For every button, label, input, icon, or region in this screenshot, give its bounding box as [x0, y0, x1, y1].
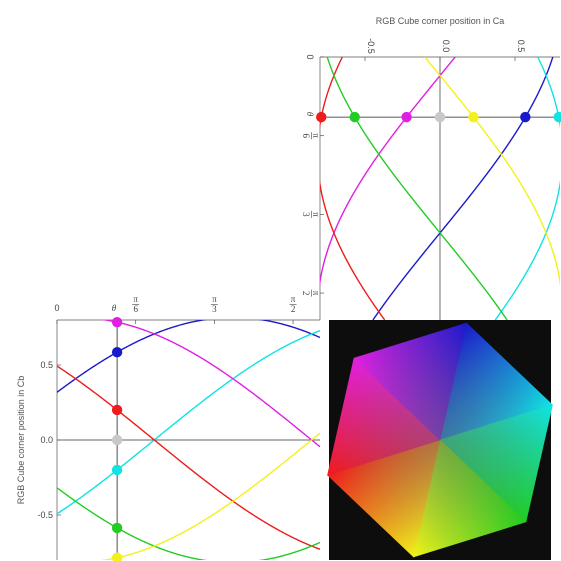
- ca-point-blue: [520, 111, 531, 123]
- ca-y-tick-label-group: π3: [301, 210, 321, 218]
- cb-series-blue: [57, 320, 320, 393]
- cb-plot: 0 π 6 π 3 π 2 θ 0.5 0.0 -0.5: [37, 294, 320, 561]
- cb-point-cyan: [111, 464, 123, 476]
- ca-theta-label: θ: [305, 112, 315, 117]
- ca-series-magenta: [320, 57, 456, 287]
- ca-y-tick-label-group: 0: [305, 54, 315, 59]
- cb-curves: [57, 320, 320, 560]
- ca-x-tick-label: 0.5: [516, 40, 526, 53]
- ca-series-green: [326, 57, 508, 320]
- cb-point-red: [111, 404, 123, 416]
- ca-y-tick-label-group: π2: [301, 289, 321, 297]
- ca-y-tick-label-group: π6: [301, 132, 321, 140]
- cb-y-tick-label: -0.5: [37, 510, 53, 520]
- ca-x-tick-label: 0.0: [441, 40, 451, 53]
- hexagon-center-shade: [327, 323, 553, 557]
- ca-point-magenta: [401, 111, 412, 123]
- cb-point-green: [111, 522, 123, 534]
- ca-series-yellow: [424, 57, 560, 287]
- ca-series-red: [320, 57, 386, 320]
- cb-series-red: [57, 365, 320, 550]
- ca-series-cyan: [494, 57, 560, 320]
- cb-series-yellow: [101, 432, 320, 560]
- ca-y-tick-label: 0: [305, 54, 315, 59]
- cb-y-tick-label: 0.5: [40, 360, 53, 370]
- cb-x-tick-label: 0: [54, 303, 59, 313]
- ca-point-yellow: [468, 111, 479, 123]
- ca-y-tick-label: π2: [301, 291, 321, 296]
- ca-y-tick-label: π3: [301, 212, 321, 217]
- cb-point-yellow: [111, 552, 123, 561]
- cb-axis-title: RGB Cube corner position in Cb: [16, 376, 26, 505]
- cb-series-cyan: [57, 330, 320, 515]
- cb-theta-label: θ: [112, 303, 117, 313]
- ca-series-blue: [372, 57, 554, 320]
- ca-curves: [320, 57, 560, 320]
- ca-point-green: [349, 111, 360, 123]
- cb-point-magenta: [111, 316, 123, 328]
- ca-y-tick-label: π6: [301, 133, 321, 138]
- cb-series-magenta: [101, 320, 320, 448]
- rgb-hexagon-panel: [326, 320, 554, 560]
- ca-point-cyan: [553, 111, 561, 123]
- cb-point-blue: [111, 346, 123, 358]
- ca-point-red: [316, 111, 327, 123]
- ca-x-tick-label: -0.5: [366, 38, 376, 54]
- ca-axis-title: RGB Cube corner position in Ca: [376, 16, 505, 26]
- cb-y-tick-label: 0.0: [40, 435, 53, 445]
- cb-point-gray: [111, 434, 123, 446]
- ca-point-gray: [434, 111, 446, 123]
- cb-series-green: [57, 487, 320, 560]
- ca-theta-label-group: θ: [305, 112, 315, 117]
- ca-plot: -0.5 0.0 0.5 0 π6 π3 π2 θ: [301, 38, 561, 320]
